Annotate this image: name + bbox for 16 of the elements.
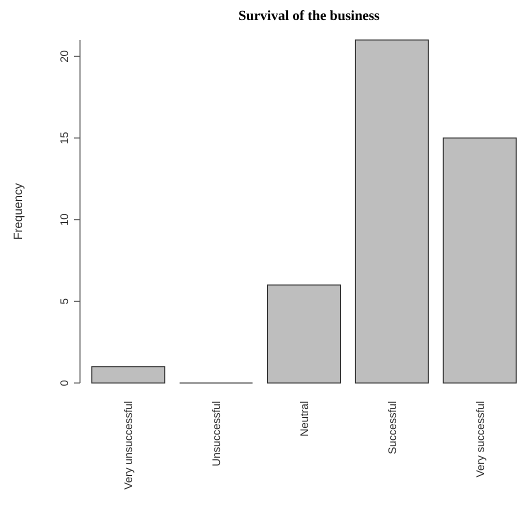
bar bbox=[91, 366, 166, 384]
y-tick-label: 5 bbox=[59, 298, 71, 304]
y-tick-label: 0 bbox=[59, 380, 71, 386]
bar bbox=[267, 284, 341, 384]
bar bbox=[442, 138, 517, 384]
y-tick-label: 20 bbox=[59, 50, 71, 62]
y-tick-label: 10 bbox=[59, 214, 71, 226]
x-tick-label: Successful bbox=[386, 401, 399, 454]
x-tick-label: Unsuccessful bbox=[211, 401, 224, 466]
y-tick-label: 15 bbox=[59, 132, 71, 144]
x-tick-label: Very unsuccessful bbox=[123, 401, 136, 490]
y-axis-title: Frequency bbox=[11, 183, 25, 240]
x-tick-label: Very successful bbox=[474, 401, 487, 478]
bar bbox=[354, 40, 429, 384]
chart-title: Survival of the business bbox=[238, 9, 380, 24]
x-tick-label: Neutral bbox=[299, 401, 311, 436]
